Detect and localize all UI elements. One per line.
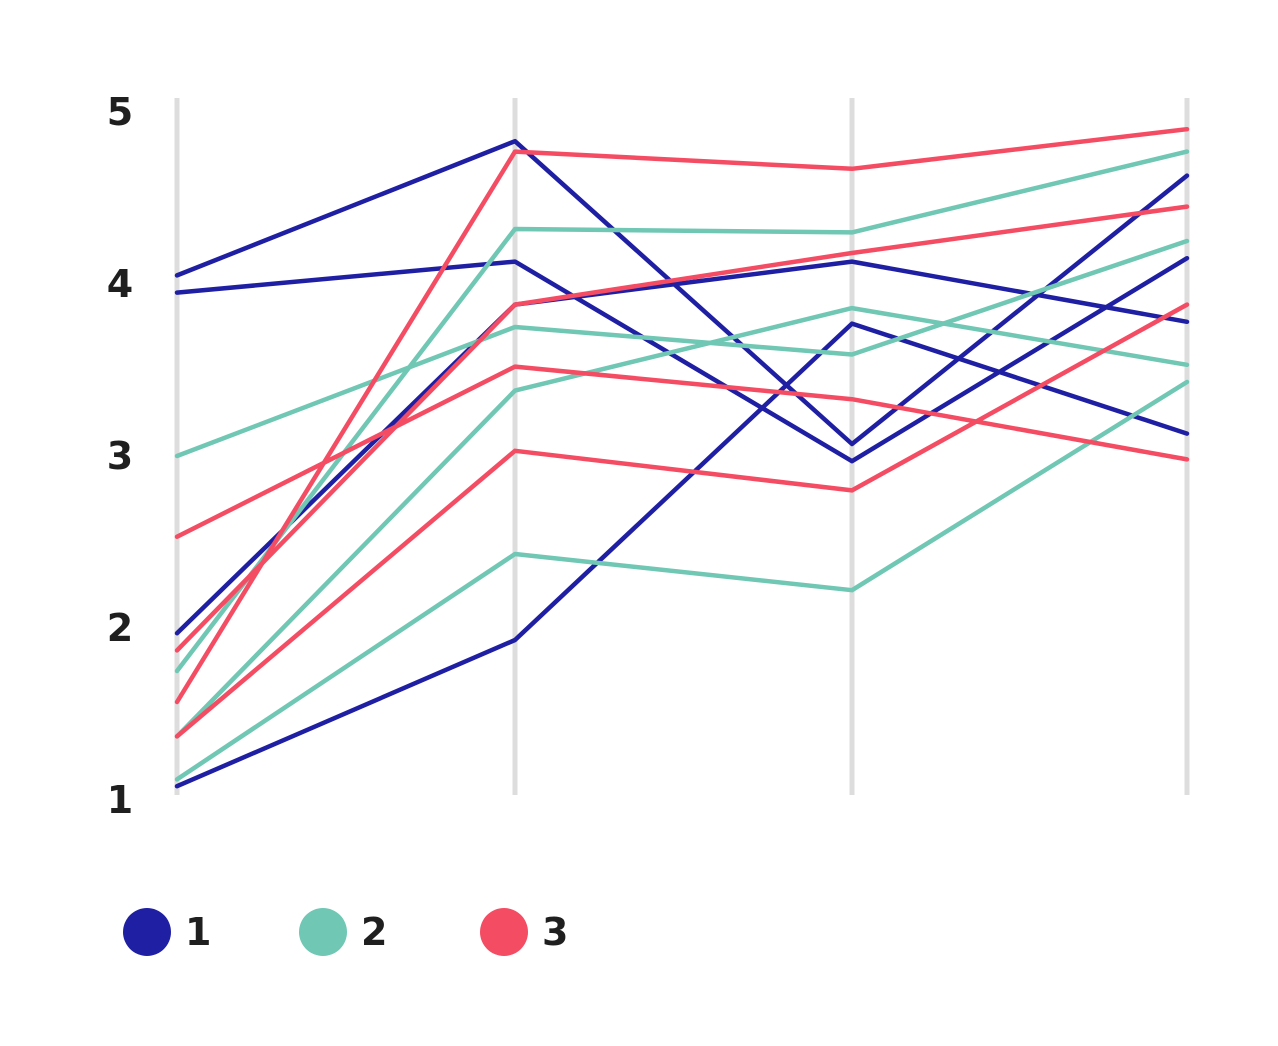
legend-swatch [299, 908, 347, 956]
legend-swatch [480, 908, 528, 956]
series-line-group-3 [174, 364, 1190, 540]
series-line-group-2 [174, 379, 1190, 782]
y-tick-label: 4 [107, 262, 133, 306]
series-line-group-1 [174, 321, 1190, 789]
legend-label: 1 [185, 910, 211, 954]
legend-item-3: 3 [480, 908, 568, 956]
series-line-group-1 [174, 138, 1190, 447]
legend-item-2: 2 [299, 908, 387, 956]
y-tick-labels: 1 2 3 4 5 [107, 90, 133, 822]
legend-label: 3 [542, 910, 568, 954]
legend-label: 2 [361, 910, 387, 954]
series-line-group-2 [174, 305, 1190, 739]
y-tick-label: 3 [107, 434, 133, 478]
series-line-group-3 [174, 126, 1190, 705]
y-tick-label: 2 [107, 606, 133, 650]
series-line-group-1 [174, 255, 1190, 464]
series-line-group-2 [174, 238, 1190, 459]
y-tick-label: 5 [107, 90, 133, 134]
series-line-group-3 [174, 302, 1190, 739]
legend: 1 2 3 [123, 908, 568, 956]
legend-item-1: 1 [123, 908, 211, 956]
series-lines [174, 126, 1190, 789]
axes-layer [174, 98, 1190, 795]
legend-swatch [123, 908, 171, 956]
series-line-group-1 [174, 259, 1190, 636]
series-line-group-3 [174, 204, 1190, 653]
y-tick-label: 1 [107, 778, 133, 822]
